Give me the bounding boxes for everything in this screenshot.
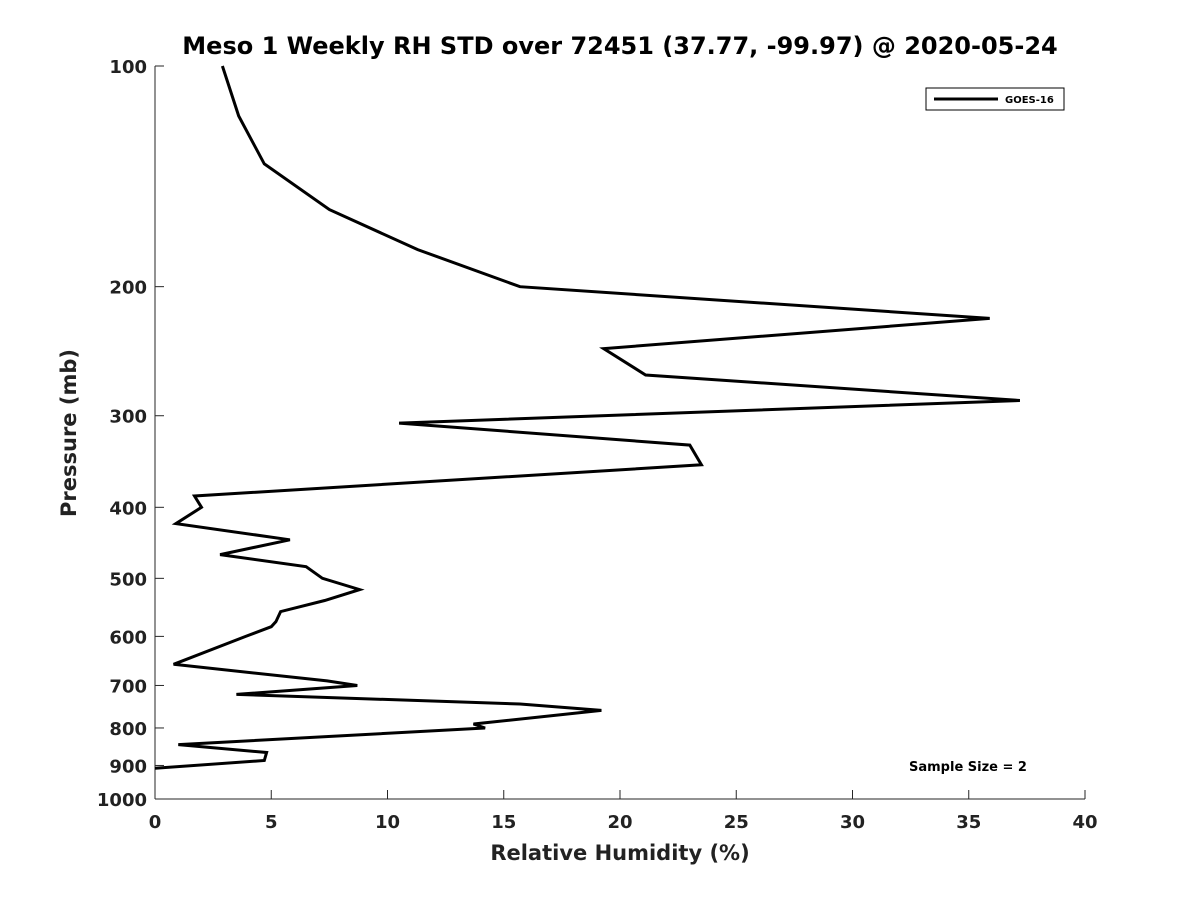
legend-label-goes-16: GOES-16 xyxy=(1005,95,1054,106)
y-tick-label-800: 800 xyxy=(109,719,147,740)
x-tick-label-25: 25 xyxy=(724,812,749,833)
y-tick-label-600: 600 xyxy=(109,627,147,648)
x-tick-label-5: 5 xyxy=(265,812,278,833)
series-line-goes-16 xyxy=(154,65,1021,770)
x-tick-label-15: 15 xyxy=(491,812,516,833)
y-tick-label-900: 900 xyxy=(109,756,147,777)
y-tick-label-200: 200 xyxy=(109,278,147,299)
plot-area: 0 5 10 15 20 25 30 35 40 100 200 300 400 500 600 700 800… xyxy=(97,57,1098,833)
x-tick-label-0: 0 xyxy=(149,812,162,833)
x-tick-label-20: 20 xyxy=(607,812,632,833)
y-tick-label-100: 100 xyxy=(109,57,147,78)
x-tick-label-35: 35 xyxy=(956,812,981,833)
y-tick-label-500: 500 xyxy=(109,569,147,590)
y-tick-label-700: 700 xyxy=(109,676,147,697)
x-tick-label-10: 10 xyxy=(375,812,400,833)
chart-title: Meso 1 Weekly RH STD over 72451 (37.77, … xyxy=(182,32,1057,60)
x-axis-label: Relative Humidity (%) xyxy=(490,841,749,865)
sample-size-annotation: Sample Size = 2 xyxy=(909,760,1027,775)
x-tick-label-30: 30 xyxy=(840,812,865,833)
y-tick-label-300: 300 xyxy=(109,407,147,428)
x-tick-label-40: 40 xyxy=(1072,812,1097,833)
y-tick-label-1000: 1000 xyxy=(97,790,147,811)
y-tick-label-400: 400 xyxy=(109,498,147,519)
y-axis-label: Pressure (mb) xyxy=(57,349,81,517)
legend: GOES-16 xyxy=(925,87,1065,111)
